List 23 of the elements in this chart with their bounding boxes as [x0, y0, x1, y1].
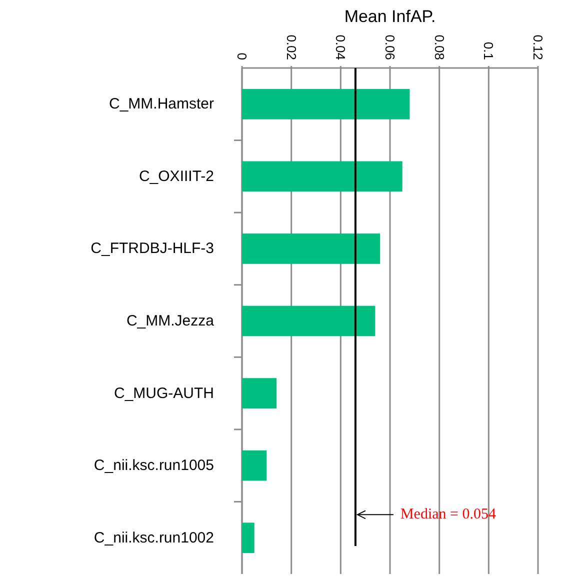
y-tick-label: C_MUG-AUTH [114, 384, 214, 402]
y-tick-label: C_OXIIIT-2 [138, 168, 214, 185]
x-tick-label: 0.06 [382, 34, 398, 60]
x-tick-label: 0.1 [481, 42, 496, 60]
bar [242, 88, 410, 120]
annotation: Median = 0.054 [400, 506, 496, 523]
bar [242, 306, 376, 336]
y-tick-label: C_MM.Jezza [126, 312, 215, 330]
bar [242, 450, 267, 481]
bar [242, 378, 277, 408]
y-tick-label: C_FTRDBJ-HLF-3 [90, 240, 214, 258]
bar [242, 522, 254, 554]
y-tick-label: C_MM.Hamster [108, 96, 214, 113]
x-tick-label: 0.02 [284, 34, 299, 60]
y-tick-label: C_nii.ksc.run1005 [94, 457, 214, 474]
bar [242, 161, 402, 192]
x-axis-title: Mean InfAP. [344, 7, 436, 26]
bar [242, 234, 380, 264]
x-tick-label: 0.04 [333, 34, 348, 60]
y-tick-label: C_nii.ksc.run1002 [94, 529, 214, 546]
x-tick-label: 0 [234, 52, 250, 60]
x-tick-label: 0.08 [432, 34, 447, 60]
x-tick-label: 0.12 [530, 34, 546, 60]
